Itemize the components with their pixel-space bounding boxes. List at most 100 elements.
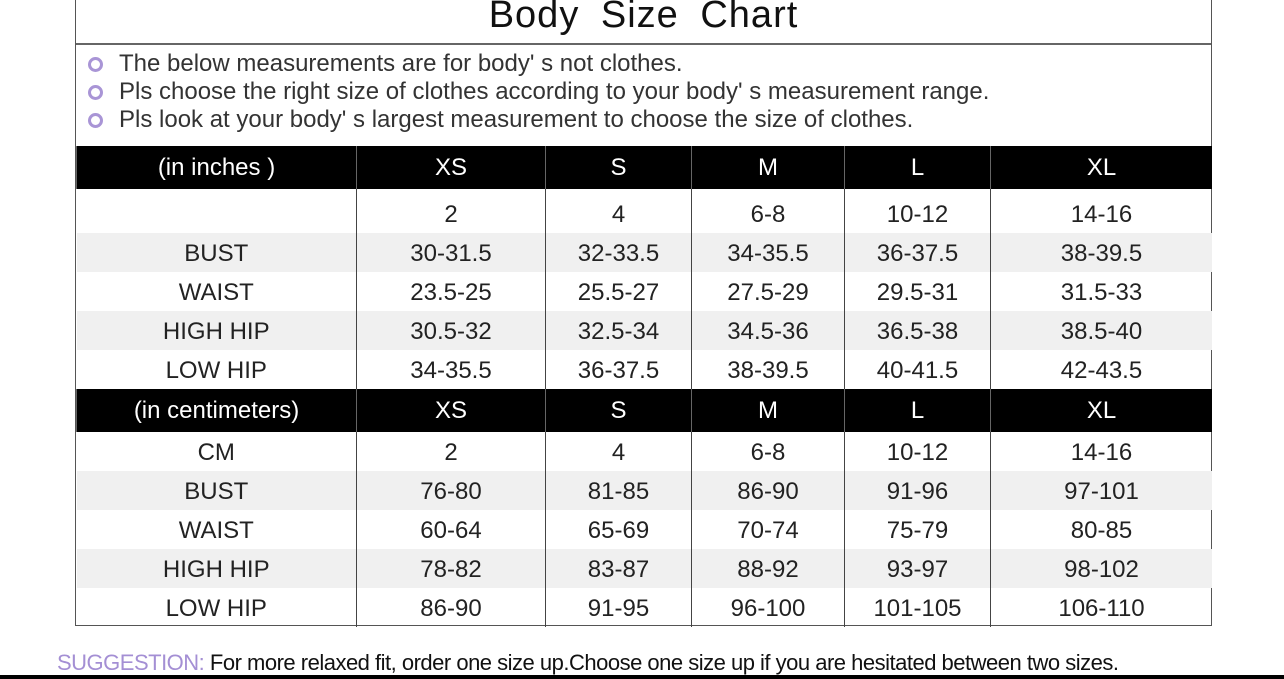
bottom-bar (0, 675, 1284, 679)
table-row: LOW HIP 86-90 91-95 96-100 101-105 106-110 (77, 588, 1212, 627)
table-cell: 10-12 (844, 432, 991, 471)
header-cell: L (844, 389, 991, 432)
table-cell: BUST (76, 471, 357, 510)
note-item: Pls choose the right size of clothes acc… (88, 78, 989, 106)
table-row: WAIST 23.5-25 25.5-27 27.5-29 29.5-31 31.5-33 (77, 272, 1212, 311)
header-cell: M (691, 389, 845, 432)
header-cell: XL (990, 146, 1212, 189)
header-cell: XS (356, 389, 546, 432)
note-text: Pls look at your body' s largest measure… (119, 106, 914, 133)
header-cell: S (545, 146, 692, 189)
size-table: (in inches ) XS S M L XL 2 4 6-8 10-12 14-16 BUST 30… (76, 146, 1212, 627)
table-cell: 78-82 (356, 549, 546, 588)
page-title: Body Size Chart (488, 0, 799, 36)
table-cell: 96-100 (691, 588, 845, 627)
table-cell: BUST (76, 233, 357, 272)
table-cell: 6-8 (691, 189, 845, 233)
table-cell: 40-41.5 (844, 350, 991, 389)
table-cell: 86-90 (691, 471, 845, 510)
table-cell: 101-105 (844, 588, 991, 627)
header-cell: (in inches ) (76, 146, 357, 189)
table-cell: WAIST (178, 279, 254, 306)
table-cell: 36.5-38 (844, 311, 991, 350)
table-cell: LOW HIP (165, 595, 267, 622)
suggestion-label: SUGGESTION: (57, 650, 205, 675)
table-cell: 42-43.5 (990, 350, 1212, 389)
suggestion: SUGGESTION: For more relaxed fit, order … (57, 650, 1119, 676)
table-cell: 38.5-40 (990, 311, 1212, 350)
table-cell: 14-16 (990, 189, 1212, 233)
table-row: BUST 30-31.5 32-33.5 34-35.5 36-37.5 38-39.5 (76, 233, 1212, 272)
table-cell: 2 (356, 432, 546, 471)
table-cell: 91-96 (844, 471, 991, 510)
table-cell: 97-101 (990, 471, 1212, 510)
table-row: CM 2 4 6-8 10-12 14-16 (77, 432, 1212, 471)
note-text: The below measurements are for body' s n… (119, 50, 683, 77)
table-cell: 6-8 (691, 432, 845, 471)
table-cell: 30-31.5 (356, 233, 546, 272)
table-cell: HIGH HIP (76, 311, 357, 350)
note-item: The below measurements are for body' s n… (88, 50, 989, 78)
table-cell: HIGH HIP (76, 549, 357, 588)
circle-bullet-icon (88, 112, 103, 128)
table-header-row: (in centimeters) XS S M L XL (76, 389, 1212, 432)
table-cell: 83-87 (545, 549, 692, 588)
table-cell: 10-12 (844, 189, 991, 233)
table-cell: 38-39.5 (990, 233, 1212, 272)
table-cell: 34-35.5 (691, 233, 845, 272)
header-cell: XS (356, 146, 546, 189)
table-cell: 70-74 (691, 510, 845, 549)
table-cell: 34-35.5 (356, 350, 546, 389)
circle-bullet-icon (88, 84, 103, 100)
table-cell: 76-80 (356, 471, 546, 510)
circle-bullet-icon (88, 56, 103, 72)
table-cell: 31.5-33 (990, 272, 1212, 311)
table-cell: 36-37.5 (545, 350, 692, 389)
table-row: 2 4 6-8 10-12 14-16 (77, 189, 1212, 233)
header-cell: XL (990, 389, 1212, 432)
divider (76, 43, 1211, 45)
notes-list: The below measurements are for body' s n… (88, 50, 989, 134)
table-cell: 65-69 (545, 510, 692, 549)
table-row: WAIST 60-64 65-69 70-74 75-79 80-85 (77, 510, 1212, 549)
table-row: LOW HIP 34-35.5 36-37.5 38-39.5 40-41.5 42-43… (77, 350, 1212, 389)
table-cell: 106-110 (990, 588, 1212, 627)
table-row: BUST 76-80 81-85 86-90 91-96 97-101 (76, 471, 1212, 510)
table-row: HIGH HIP 78-82 83-87 88-92 93-97 98-102 (76, 549, 1212, 588)
table-cell: 32.5-34 (545, 311, 692, 350)
table-cell: 75-79 (844, 510, 991, 549)
table-cell: 29.5-31 (844, 272, 991, 311)
table-cell: 60-64 (356, 510, 546, 549)
table-cell: 93-97 (844, 549, 991, 588)
table-cell: 38-39.5 (691, 350, 845, 389)
table-cell: 36-37.5 (844, 233, 991, 272)
table-row: HIGH HIP 30.5-32 32.5-34 34.5-36 36.5-38 38.5… (76, 311, 1212, 350)
table-cell: 86-90 (356, 588, 546, 627)
table-cell: 80-85 (990, 510, 1212, 549)
header-cell: (in centimeters) (76, 389, 357, 432)
table-cell: 2 (356, 189, 546, 233)
table-cell: CM (197, 439, 235, 466)
suggestion-text: For more relaxed fit, order one size up.… (204, 650, 1119, 675)
table-cell: WAIST (178, 517, 254, 544)
table-cell: 25.5-27 (545, 272, 692, 311)
table-cell: 81-85 (545, 471, 692, 510)
table-cell: 14-16 (990, 432, 1212, 471)
table-cell: 91-95 (545, 588, 692, 627)
table-cell: 88-92 (691, 549, 845, 588)
table-header-row: (in inches ) XS S M L XL (76, 146, 1212, 189)
table-cell: LOW HIP (165, 357, 267, 384)
header-cell: M (691, 146, 845, 189)
note-item: Pls look at your body' s largest measure… (88, 106, 989, 134)
table-cell: 4 (545, 189, 692, 233)
table-cell: 30.5-32 (356, 311, 546, 350)
table-cell (77, 189, 357, 233)
table-cell: 34.5-36 (691, 311, 845, 350)
table-cell: 23.5-25 (356, 272, 546, 311)
table-cell: 32-33.5 (545, 233, 692, 272)
table-cell: 98-102 (990, 549, 1212, 588)
header-cell: S (545, 389, 692, 432)
note-text: Pls choose the right size of clothes acc… (119, 78, 990, 105)
table-cell: 27.5-29 (691, 272, 845, 311)
header-cell: L (844, 146, 991, 189)
